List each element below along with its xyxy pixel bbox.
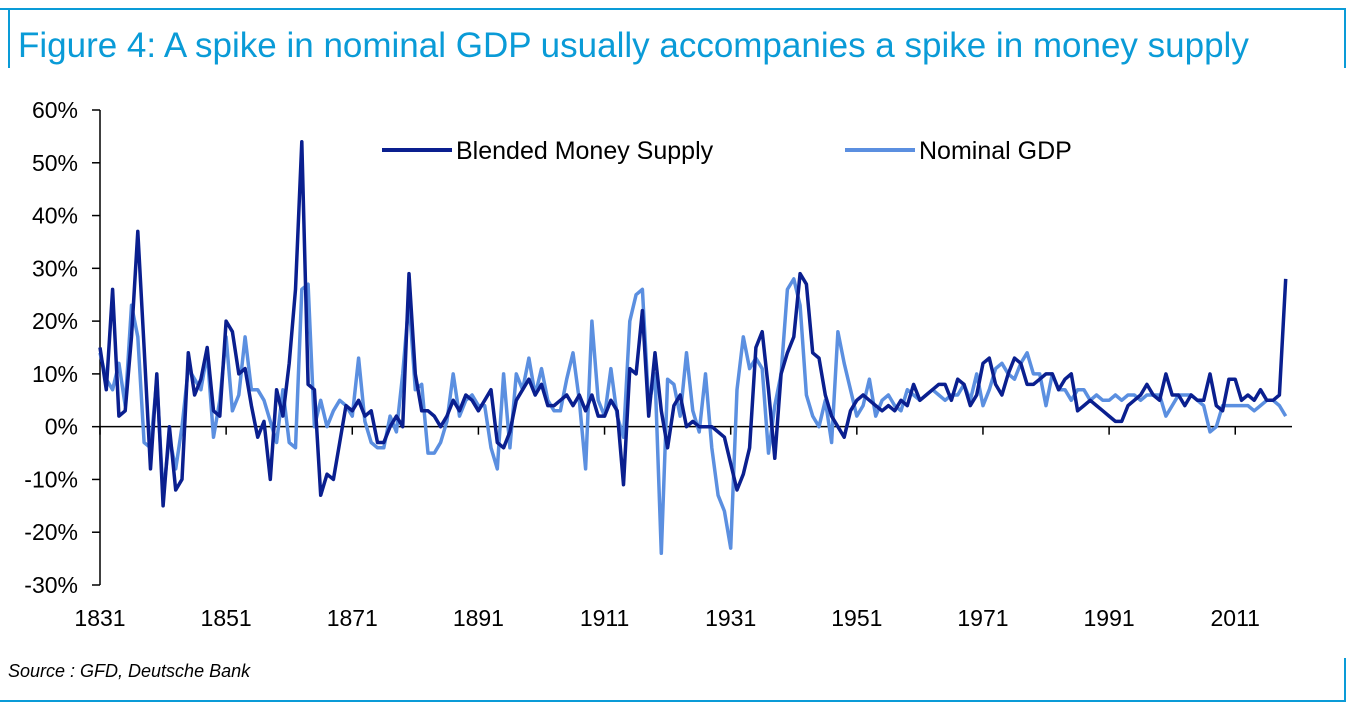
legend-label: Blended Money Supply xyxy=(456,137,714,165)
legend-label: Nominal GDP xyxy=(919,137,1072,165)
top-rule xyxy=(0,8,1346,10)
y-tick-label: 30% xyxy=(32,255,78,281)
y-tick-label: -30% xyxy=(24,572,78,598)
figure-title: Figure 4: A spike in nominal GDP usually… xyxy=(18,26,1249,65)
x-tick-label: 1871 xyxy=(327,605,378,631)
x-tick-label: 1851 xyxy=(201,605,252,631)
y-tick-label: 50% xyxy=(32,150,78,176)
x-tick-label: 1831 xyxy=(74,605,125,631)
source-note: Source : GFD, Deutsche Bank xyxy=(8,661,251,681)
y-tick-label: 40% xyxy=(32,203,78,229)
x-tick-label: 1931 xyxy=(705,605,756,631)
y-tick-label: -20% xyxy=(24,519,78,545)
x-tick-label: 1971 xyxy=(957,605,1008,631)
series-line-nominal-gdp xyxy=(98,277,1288,556)
y-tick-label: -10% xyxy=(24,466,78,492)
right-rule-bottom xyxy=(1344,658,1346,702)
right-rule-top xyxy=(1344,8,1346,68)
y-tick-label: 20% xyxy=(32,308,78,334)
x-tick-label: 1911 xyxy=(580,605,629,631)
y-tick-label: 60% xyxy=(32,97,78,123)
left-rule xyxy=(8,8,10,68)
x-tick-label: 1951 xyxy=(831,605,882,631)
x-tick-label: 1991 xyxy=(1084,605,1135,631)
x-tick-label: 2011 xyxy=(1211,605,1260,631)
x-tick-label: 1891 xyxy=(453,605,504,631)
y-tick-label: 0% xyxy=(45,414,78,440)
series-line-blended-money-supply xyxy=(98,139,1288,508)
bottom-rule xyxy=(0,700,1346,702)
y-tick-label: 10% xyxy=(32,361,78,387)
